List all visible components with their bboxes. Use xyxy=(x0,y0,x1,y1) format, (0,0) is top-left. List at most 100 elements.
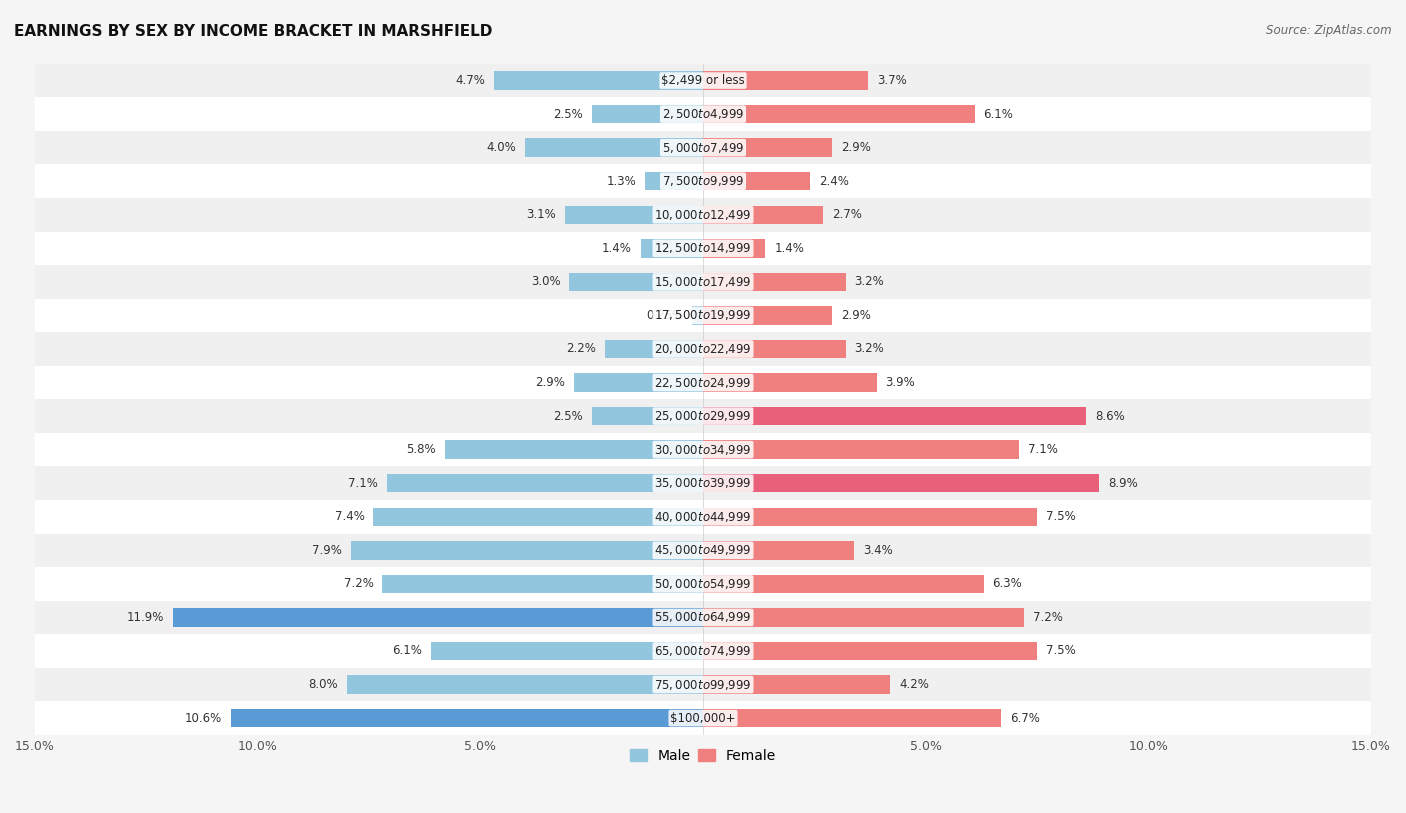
Bar xyxy=(35,366,1371,399)
Text: 3.7%: 3.7% xyxy=(877,74,907,87)
Text: 4.0%: 4.0% xyxy=(486,141,516,154)
Text: $7,500 to $9,999: $7,500 to $9,999 xyxy=(662,174,744,189)
Text: $2,499 or less: $2,499 or less xyxy=(661,74,745,87)
Bar xyxy=(35,399,1371,433)
Bar xyxy=(35,667,1371,702)
Text: 1.4%: 1.4% xyxy=(775,241,804,254)
Text: $30,000 to $34,999: $30,000 to $34,999 xyxy=(654,442,752,457)
Bar xyxy=(35,500,1371,533)
Bar xyxy=(703,406,1085,425)
Text: 6.1%: 6.1% xyxy=(392,645,422,658)
Text: 2.5%: 2.5% xyxy=(553,410,582,423)
Bar xyxy=(703,105,974,124)
Legend: Male, Female: Male, Female xyxy=(624,743,782,768)
Text: 2.9%: 2.9% xyxy=(536,376,565,389)
Bar xyxy=(35,198,1371,232)
Text: $10,000 to $12,499: $10,000 to $12,499 xyxy=(654,208,752,222)
Text: Source: ZipAtlas.com: Source: ZipAtlas.com xyxy=(1267,24,1392,37)
Text: 8.0%: 8.0% xyxy=(308,678,337,691)
Text: $40,000 to $44,999: $40,000 to $44,999 xyxy=(654,510,752,524)
Bar xyxy=(35,265,1371,298)
Text: 2.7%: 2.7% xyxy=(832,208,862,221)
Bar xyxy=(703,373,877,392)
Text: 4.2%: 4.2% xyxy=(898,678,929,691)
Bar xyxy=(703,441,1019,459)
Bar xyxy=(35,702,1371,735)
Bar xyxy=(703,72,868,89)
Bar xyxy=(173,608,703,627)
Text: 7.2%: 7.2% xyxy=(343,577,374,590)
Text: $17,500 to $19,999: $17,500 to $19,999 xyxy=(654,308,752,323)
Text: 1.4%: 1.4% xyxy=(602,241,631,254)
Text: $12,500 to $14,999: $12,500 to $14,999 xyxy=(654,241,752,255)
Bar xyxy=(35,533,1371,567)
Text: 2.5%: 2.5% xyxy=(553,107,582,120)
Text: 10.6%: 10.6% xyxy=(184,711,222,724)
Text: 2.4%: 2.4% xyxy=(818,175,849,188)
Bar xyxy=(35,433,1371,467)
Text: $20,000 to $22,499: $20,000 to $22,499 xyxy=(654,342,752,356)
Bar xyxy=(35,232,1371,265)
Bar xyxy=(703,239,765,258)
Bar xyxy=(703,272,845,291)
Text: $2,500 to $4,999: $2,500 to $4,999 xyxy=(662,107,744,121)
Bar xyxy=(35,298,1371,333)
Bar xyxy=(641,239,703,258)
Text: $15,000 to $17,499: $15,000 to $17,499 xyxy=(654,275,752,289)
Text: 3.2%: 3.2% xyxy=(855,342,884,355)
Bar xyxy=(231,709,703,728)
Text: EARNINGS BY SEX BY INCOME BRACKET IN MARSHFIELD: EARNINGS BY SEX BY INCOME BRACKET IN MAR… xyxy=(14,24,492,39)
Bar xyxy=(703,206,824,224)
Bar xyxy=(382,575,703,593)
Text: $5,000 to $7,499: $5,000 to $7,499 xyxy=(662,141,744,154)
Bar xyxy=(692,307,703,324)
Text: 7.5%: 7.5% xyxy=(1046,511,1076,524)
Bar xyxy=(703,575,984,593)
Bar xyxy=(703,340,845,359)
Bar xyxy=(35,601,1371,634)
Bar xyxy=(35,63,1371,98)
Text: $45,000 to $49,999: $45,000 to $49,999 xyxy=(654,543,752,558)
Bar xyxy=(569,272,703,291)
Text: 4.7%: 4.7% xyxy=(456,74,485,87)
Text: $75,000 to $99,999: $75,000 to $99,999 xyxy=(654,677,752,692)
Bar xyxy=(574,373,703,392)
Text: 1.3%: 1.3% xyxy=(606,175,636,188)
Bar xyxy=(703,709,1001,728)
Bar xyxy=(35,98,1371,131)
Text: 6.1%: 6.1% xyxy=(984,107,1014,120)
Bar xyxy=(703,474,1099,493)
Bar xyxy=(387,474,703,493)
Bar xyxy=(703,541,855,559)
Text: 3.9%: 3.9% xyxy=(886,376,915,389)
Bar xyxy=(703,138,832,157)
Text: 7.2%: 7.2% xyxy=(1032,611,1063,624)
Text: 3.2%: 3.2% xyxy=(855,276,884,289)
Text: 7.5%: 7.5% xyxy=(1046,645,1076,658)
Text: $50,000 to $54,999: $50,000 to $54,999 xyxy=(654,577,752,591)
Text: 3.0%: 3.0% xyxy=(531,276,561,289)
Text: 3.1%: 3.1% xyxy=(526,208,555,221)
Bar xyxy=(347,676,703,693)
Bar xyxy=(592,406,703,425)
Bar xyxy=(703,641,1038,660)
Bar xyxy=(703,172,810,190)
Text: $25,000 to $29,999: $25,000 to $29,999 xyxy=(654,409,752,423)
Text: 5.8%: 5.8% xyxy=(406,443,436,456)
Bar xyxy=(524,138,703,157)
Bar xyxy=(35,131,1371,164)
Text: 0.25%: 0.25% xyxy=(645,309,683,322)
Bar xyxy=(703,507,1038,526)
Text: $100,000+: $100,000+ xyxy=(671,711,735,724)
Text: $65,000 to $74,999: $65,000 to $74,999 xyxy=(654,644,752,658)
Text: 7.4%: 7.4% xyxy=(335,511,364,524)
Text: 2.9%: 2.9% xyxy=(841,309,870,322)
Text: 7.1%: 7.1% xyxy=(349,476,378,489)
Text: 8.6%: 8.6% xyxy=(1095,410,1125,423)
Bar xyxy=(703,608,1024,627)
Bar xyxy=(374,507,703,526)
Text: 6.7%: 6.7% xyxy=(1011,711,1040,724)
Bar xyxy=(592,105,703,124)
Bar xyxy=(494,72,703,89)
Bar xyxy=(432,641,703,660)
